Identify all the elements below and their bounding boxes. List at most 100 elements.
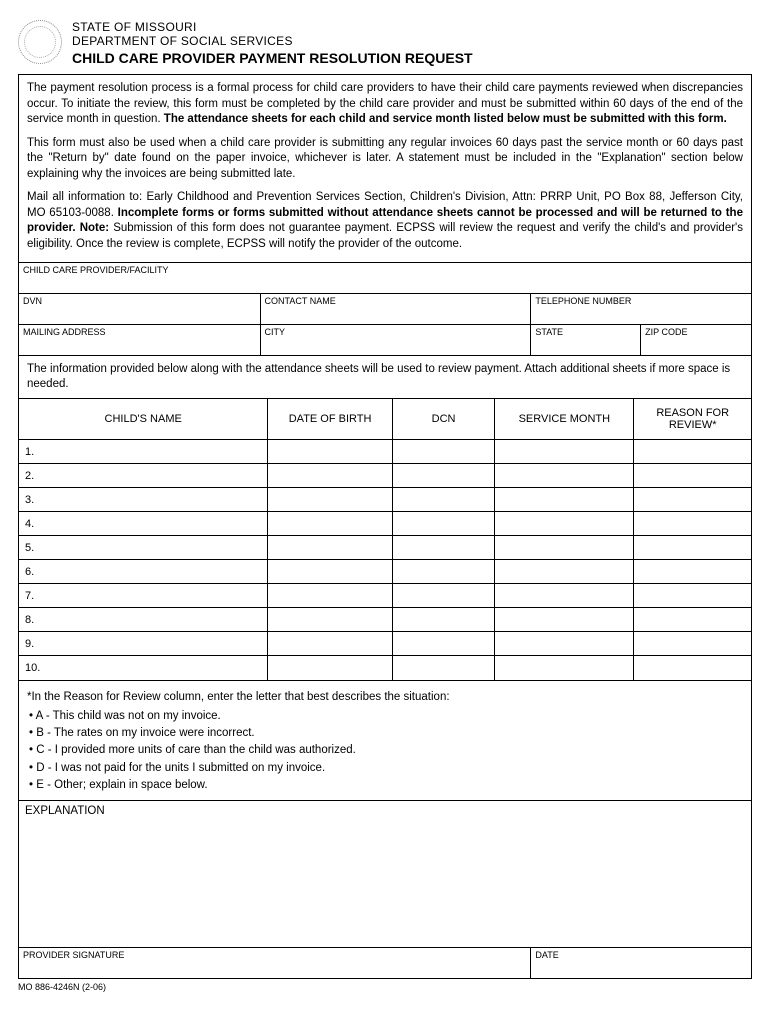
reason-item: A - This child was not on my invoice. <box>29 708 743 725</box>
col-dob: DATE OF BIRTH <box>268 399 392 440</box>
table-row: 3. <box>19 488 751 512</box>
table-cell[interactable] <box>268 488 392 512</box>
child-table: CHILD'S NAME DATE OF BIRTH DCN SERVICE M… <box>19 398 751 680</box>
table-cell[interactable] <box>634 536 751 560</box>
table-cell[interactable] <box>495 488 634 512</box>
table-cell[interactable] <box>392 536 494 560</box>
table-cell[interactable] <box>634 656 751 680</box>
col-service-month: SERVICE MONTH <box>495 399 634 440</box>
phone-field[interactable]: TELEPHONE NUMBER <box>531 294 751 324</box>
row-number-cell[interactable]: 3. <box>19 488 268 512</box>
row-number-cell[interactable]: 9. <box>19 632 268 656</box>
zip-field[interactable]: ZIP CODE <box>641 325 751 355</box>
table-row: 2. <box>19 464 751 488</box>
table-cell[interactable] <box>268 464 392 488</box>
table-cell[interactable] <box>495 440 634 464</box>
table-cell[interactable] <box>392 584 494 608</box>
form-id: MO 886-4246N (2-06) <box>18 982 752 992</box>
table-row: 8. <box>19 608 751 632</box>
facility-field[interactable]: CHILD CARE PROVIDER/FACILITY <box>19 263 751 293</box>
table-row: 4. <box>19 512 751 536</box>
dvn-field[interactable]: DVN <box>19 294 261 324</box>
reasons-list: A - This child was not on my invoice.B -… <box>29 708 743 794</box>
table-row: 9. <box>19 632 751 656</box>
reasons-intro: *In the Reason for Review column, enter … <box>27 689 743 706</box>
table-cell[interactable] <box>268 560 392 584</box>
table-cell[interactable] <box>634 512 751 536</box>
intro-section: The payment resolution process is a form… <box>19 75 751 262</box>
reason-item: C - I provided more units of care than t… <box>29 742 743 759</box>
table-cell[interactable] <box>495 656 634 680</box>
table-cell[interactable] <box>392 632 494 656</box>
table-row: 6. <box>19 560 751 584</box>
reason-item: B - The rates on my invoice were incorre… <box>29 725 743 742</box>
table-cell[interactable] <box>634 464 751 488</box>
row-number-cell[interactable]: 10. <box>19 656 268 680</box>
intro-p1: The payment resolution process is a form… <box>27 81 743 128</box>
header-text: STATE OF MISSOURI DEPARTMENT OF SOCIAL S… <box>72 20 473 66</box>
table-cell[interactable] <box>268 656 392 680</box>
dvn-row: DVN CONTACT NAME TELEPHONE NUMBER <box>19 293 751 324</box>
table-cell[interactable] <box>268 440 392 464</box>
address-row: MAILING ADDRESS CITY STATE ZIP CODE <box>19 324 751 355</box>
intro-p2: This form must also be used when a child… <box>27 136 743 183</box>
explanation-box[interactable] <box>19 819 751 947</box>
table-cell[interactable] <box>495 632 634 656</box>
row-number-cell[interactable]: 8. <box>19 608 268 632</box>
intro-p3c: Submission of this form does not guarant… <box>27 222 743 250</box>
table-cell[interactable] <box>495 608 634 632</box>
mailing-field[interactable]: MAILING ADDRESS <box>19 325 261 355</box>
table-cell[interactable] <box>268 584 392 608</box>
table-cell[interactable] <box>634 632 751 656</box>
table-cell[interactable] <box>495 560 634 584</box>
table-cell[interactable] <box>634 440 751 464</box>
row-number-cell[interactable]: 5. <box>19 536 268 560</box>
table-cell[interactable] <box>268 512 392 536</box>
row-number-cell[interactable]: 1. <box>19 440 268 464</box>
table-cell[interactable] <box>634 560 751 584</box>
table-cell[interactable] <box>392 440 494 464</box>
table-cell[interactable] <box>495 464 634 488</box>
state-seal-icon <box>18 20 62 64</box>
col-childname: CHILD'S NAME <box>19 399 268 440</box>
table-cell[interactable] <box>495 536 634 560</box>
intro-p1b: The attendance sheets for each child and… <box>164 113 727 125</box>
row-number-cell[interactable]: 7. <box>19 584 268 608</box>
dept-line: DEPARTMENT OF SOCIAL SERVICES <box>72 34 473 48</box>
table-cell[interactable] <box>268 608 392 632</box>
table-cell[interactable] <box>392 656 494 680</box>
city-field[interactable]: CITY <box>261 325 532 355</box>
form-header: STATE OF MISSOURI DEPARTMENT OF SOCIAL S… <box>18 20 752 66</box>
table-cell[interactable] <box>268 632 392 656</box>
col-dcn: DCN <box>392 399 494 440</box>
table-cell[interactable] <box>495 512 634 536</box>
date-field[interactable]: DATE <box>531 948 751 978</box>
row-number-cell[interactable]: 4. <box>19 512 268 536</box>
table-cell[interactable] <box>268 536 392 560</box>
row-number-cell[interactable]: 2. <box>19 464 268 488</box>
table-cell[interactable] <box>392 464 494 488</box>
table-cell[interactable] <box>392 512 494 536</box>
table-row: 7. <box>19 584 751 608</box>
table-cell[interactable] <box>634 488 751 512</box>
table-cell[interactable] <box>634 608 751 632</box>
intro-p3: Mail all information to: Early Childhood… <box>27 190 743 252</box>
table-cell[interactable] <box>634 584 751 608</box>
signature-row: PROVIDER SIGNATURE DATE <box>19 947 751 978</box>
table-cell[interactable] <box>392 488 494 512</box>
table-cell[interactable] <box>495 584 634 608</box>
table-cell[interactable] <box>392 608 494 632</box>
row-number-cell[interactable]: 6. <box>19 560 268 584</box>
table-row: 5. <box>19 536 751 560</box>
state-field[interactable]: STATE <box>531 325 641 355</box>
col-reason: REASON FOR REVIEW* <box>634 399 751 440</box>
table-header-row: CHILD'S NAME DATE OF BIRTH DCN SERVICE M… <box>19 399 751 440</box>
form-title: CHILD CARE PROVIDER PAYMENT RESOLUTION R… <box>72 50 473 66</box>
reason-item: E - Other; explain in space below. <box>29 777 743 794</box>
table-row: 10. <box>19 656 751 680</box>
table-cell[interactable] <box>392 560 494 584</box>
contact-field[interactable]: CONTACT NAME <box>261 294 532 324</box>
facility-row: CHILD CARE PROVIDER/FACILITY <box>19 262 751 293</box>
signature-field[interactable]: PROVIDER SIGNATURE <box>19 948 531 978</box>
note-text: The information provided below along wit… <box>19 355 751 398</box>
